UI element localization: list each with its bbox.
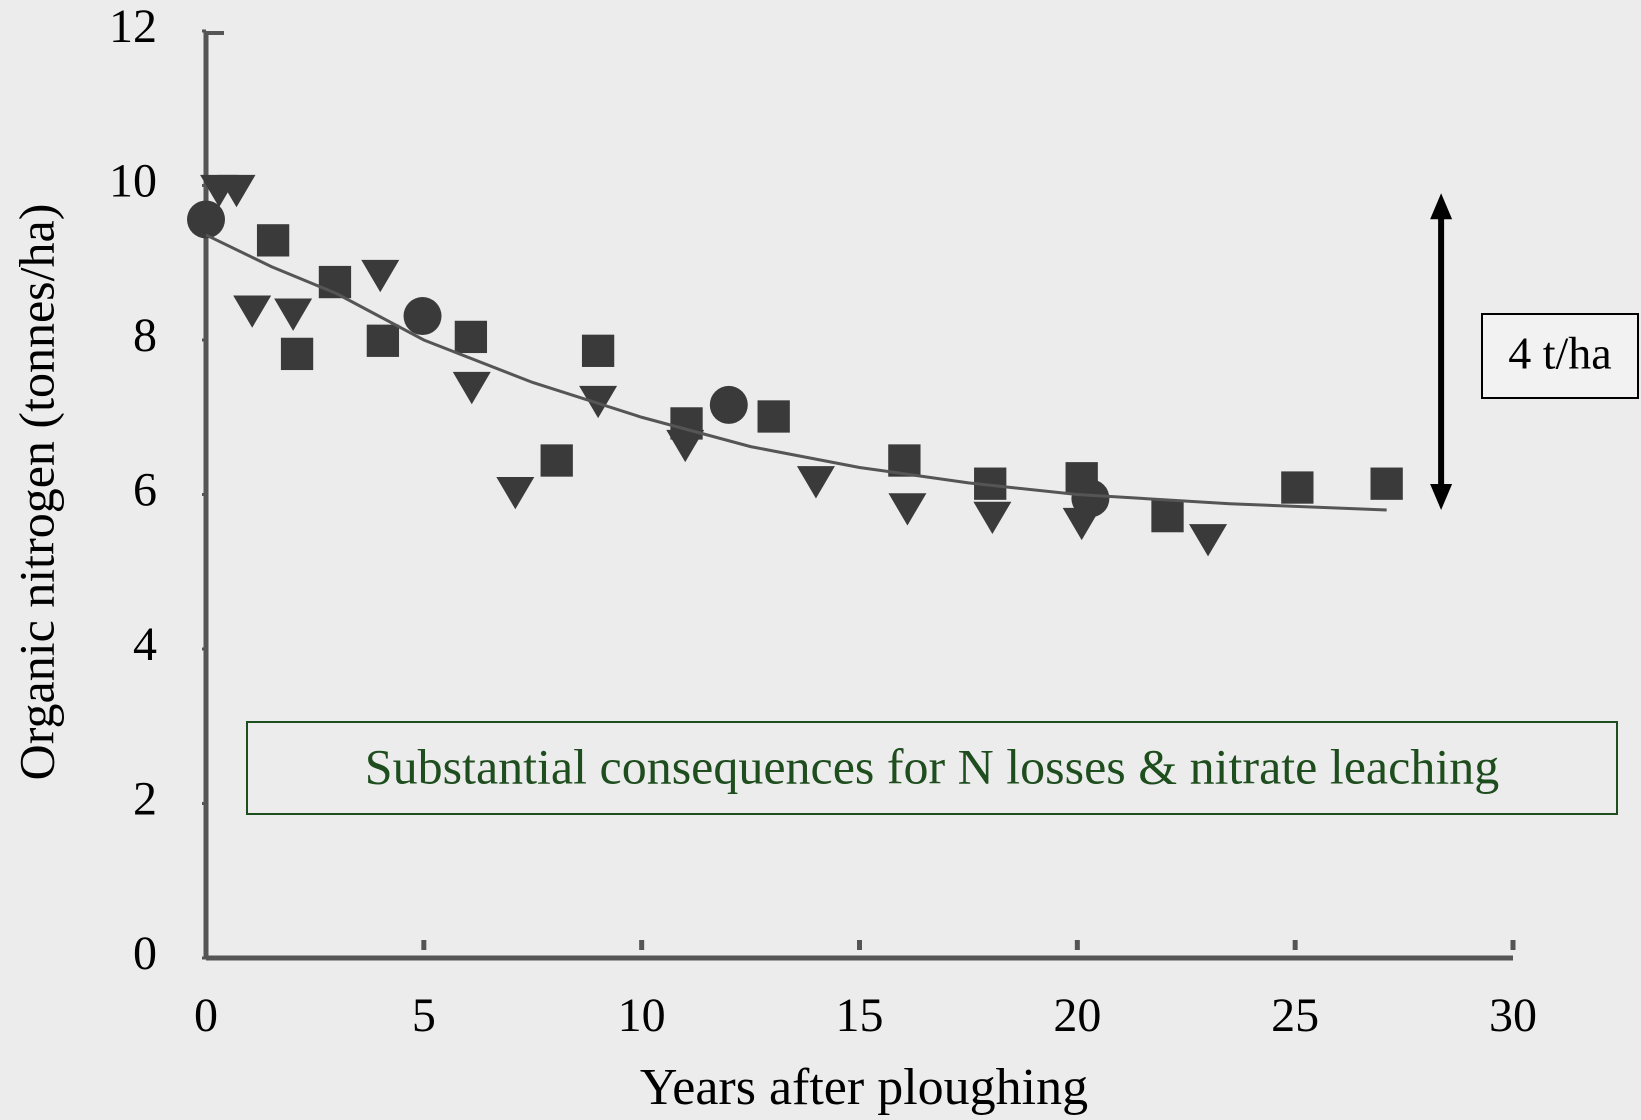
x-tick-label: 5 bbox=[412, 989, 436, 1042]
triangle-point bbox=[496, 476, 535, 510]
square-point bbox=[757, 400, 790, 433]
fit-curve bbox=[205, 233, 1387, 512]
x-axis-label: Years after ploughing bbox=[640, 1059, 1088, 1116]
square-point bbox=[1281, 471, 1314, 504]
square-point bbox=[581, 334, 615, 367]
square-point bbox=[256, 224, 290, 257]
square-point bbox=[366, 324, 400, 357]
triangle-point bbox=[452, 371, 491, 405]
x-tick-label: 25 bbox=[1271, 989, 1319, 1042]
triangle-point bbox=[973, 501, 1012, 535]
square-point bbox=[454, 320, 488, 354]
square-point bbox=[1370, 467, 1403, 500]
square-point bbox=[540, 444, 573, 477]
triangle-point bbox=[361, 259, 400, 293]
square-point bbox=[1151, 499, 1184, 533]
annotation-box bbox=[1481, 313, 1639, 399]
triangle-point bbox=[233, 295, 272, 328]
arrow-head-bottom bbox=[1430, 483, 1453, 510]
x-tick-label: 0 bbox=[194, 989, 218, 1042]
triangle-point bbox=[274, 298, 313, 331]
y-tick-label: 10 bbox=[109, 155, 157, 208]
y-tick-label: 4 bbox=[133, 618, 157, 671]
triangle-point bbox=[217, 174, 256, 208]
y-tick-label: 0 bbox=[133, 927, 157, 980]
y-tick-label: 6 bbox=[133, 464, 157, 517]
arrow-head-top bbox=[1430, 193, 1453, 220]
y-axis-label: Organic nitrogen (tonnes/ha) bbox=[8, 204, 64, 781]
triangle-point bbox=[796, 466, 835, 499]
square-point bbox=[1065, 462, 1098, 495]
y-tick-label: 8 bbox=[133, 309, 157, 362]
x-tick-label: 10 bbox=[618, 989, 666, 1042]
circle-point bbox=[187, 200, 225, 239]
annotation-box bbox=[246, 721, 1618, 815]
x-tick-label: 30 bbox=[1489, 989, 1537, 1042]
y-tick-label: 2 bbox=[133, 773, 157, 826]
annotation-text: Substantial consequences for N losses & … bbox=[365, 738, 1499, 794]
square-point bbox=[670, 407, 703, 440]
y-tick-label: 12 bbox=[109, 0, 157, 53]
triangle-point bbox=[1062, 507, 1101, 541]
circle-point bbox=[709, 385, 748, 424]
triangle-point bbox=[888, 493, 927, 526]
x-tick-label: 15 bbox=[836, 989, 884, 1042]
x-tick-label: 20 bbox=[1053, 989, 1101, 1042]
annotation-text: 4 t/ha bbox=[1508, 328, 1611, 379]
circle-point bbox=[403, 297, 442, 336]
square-point bbox=[280, 337, 314, 371]
triangle-point bbox=[1189, 524, 1228, 557]
